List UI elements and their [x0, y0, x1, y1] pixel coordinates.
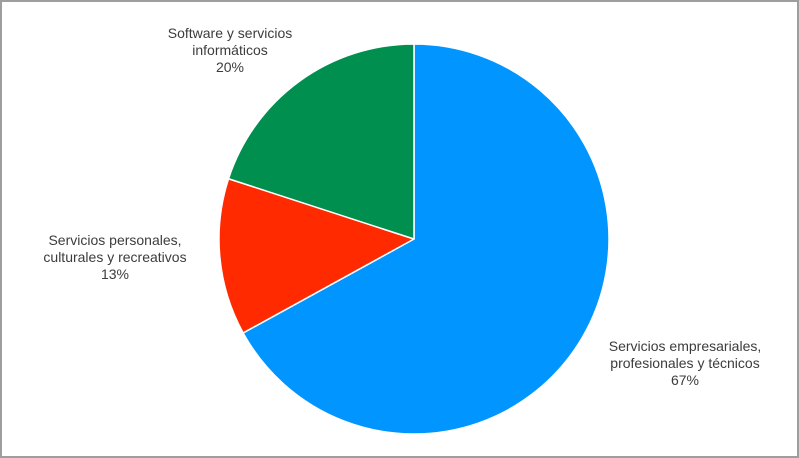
pie-slice-0	[242, 43, 610, 435]
slice-label-servicios-personales: Servicios personales, culturales y recre…	[20, 232, 210, 283]
label-line: Servicios personales,	[48, 232, 182, 248]
pie-slice-1	[218, 177, 415, 334]
slice-label-software: Software y servicios informáticos 20%	[135, 25, 325, 76]
label-line: culturales y recreativos	[43, 249, 187, 265]
label-line: Software y servicios	[167, 25, 293, 41]
label-line: profesionales y técnicos	[610, 355, 760, 371]
label-line: Servicios empresariales,	[608, 338, 762, 354]
label-line: informáticos	[192, 42, 268, 58]
pie-slice-2	[227, 43, 415, 240]
slice-label-servicios-empresariales: Servicios empresariales, profesionales y…	[590, 338, 780, 389]
percent-label: 67%	[670, 372, 700, 388]
pie-slices	[218, 43, 610, 435]
percent-label: 20%	[215, 59, 245, 75]
percent-label: 13%	[100, 266, 130, 282]
